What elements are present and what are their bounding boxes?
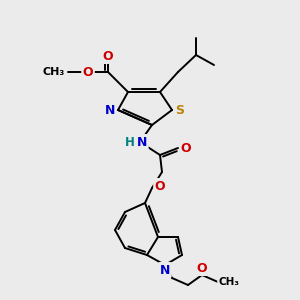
Text: N: N <box>160 263 170 277</box>
Text: N: N <box>105 103 115 116</box>
Text: O: O <box>181 142 191 154</box>
Text: O: O <box>103 50 113 62</box>
Text: H: H <box>125 136 135 148</box>
Text: S: S <box>176 103 184 116</box>
Text: N: N <box>137 136 147 148</box>
Text: O: O <box>197 262 207 275</box>
Text: O: O <box>155 179 165 193</box>
Text: CH₃: CH₃ <box>43 67 65 77</box>
Text: CH₃: CH₃ <box>218 277 239 287</box>
Text: O: O <box>83 65 93 79</box>
